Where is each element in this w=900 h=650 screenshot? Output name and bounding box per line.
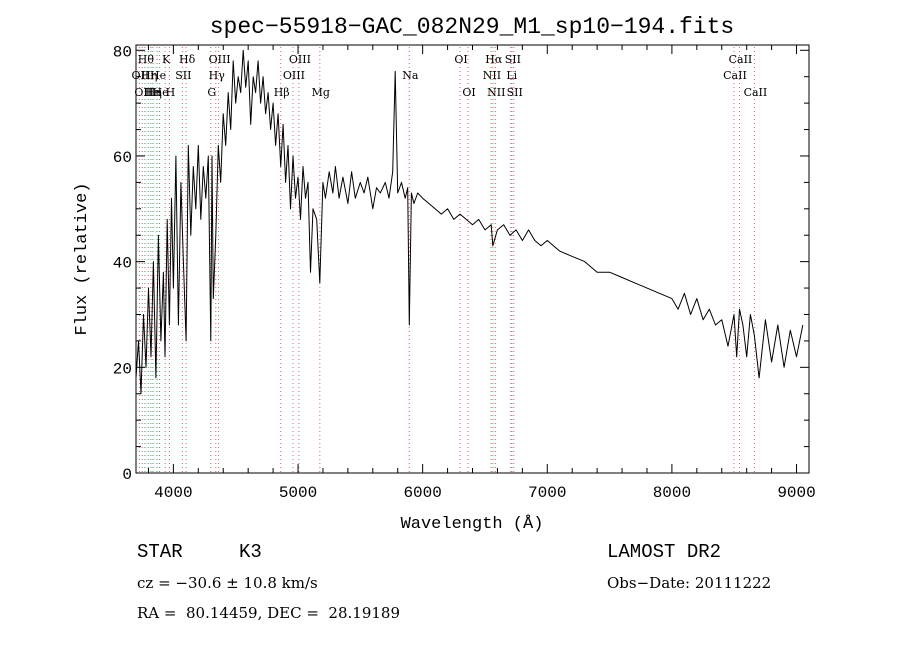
- line-marker-label: G: [207, 86, 216, 99]
- chart-title: spec−55918−GAC_082N29_M1_sp10−194.fits: [210, 14, 735, 40]
- y-axis: 0 20 40 60 80: [113, 43, 809, 484]
- line-marker-label: He: [153, 86, 169, 99]
- line-marker-label: SII: [175, 69, 191, 82]
- line-marker-label: OI: [462, 86, 475, 99]
- line-marker-label: SII: [507, 86, 523, 99]
- line-marker-label: Na: [402, 69, 419, 82]
- line-marker-label: Hη: [146, 86, 162, 99]
- line-marker-label: CaII: [729, 53, 753, 66]
- x-tick-label: 5000: [279, 484, 317, 502]
- y-tick-label: 0: [122, 466, 132, 484]
- line-marker-label: OI: [454, 53, 467, 66]
- line-marker-label: OII: [134, 86, 152, 99]
- line-marker-label: Hθ: [138, 53, 155, 66]
- line-markers: [138, 47, 755, 473]
- y-tick-label: 80: [113, 43, 132, 61]
- y-tick-label: 40: [113, 255, 132, 273]
- line-marker-label: Hδ: [179, 53, 196, 66]
- object-class: STAR: [137, 541, 183, 563]
- line-marker-label: NII: [487, 86, 505, 99]
- x-tick-label: 6000: [403, 484, 441, 502]
- spectral-subclass: K3: [239, 541, 262, 563]
- line-marker-label: Hη: [141, 69, 157, 82]
- line-marker-label: OIII: [209, 53, 231, 66]
- coordinates: RA = 80.14459, DEC = 28.19189: [137, 604, 401, 622]
- line-marker-label: OIII: [289, 53, 311, 66]
- spectrum-line-0: [135, 49, 804, 395]
- line-marker-label: H: [166, 86, 176, 99]
- line-marker-label: SII: [505, 53, 521, 66]
- line-marker-label: He: [150, 69, 166, 82]
- line-marker-label: Li: [506, 69, 517, 82]
- line-marker-label: Hγ: [209, 69, 226, 82]
- y-tick-label: 20: [113, 360, 132, 378]
- line-marker-label: Hα: [485, 53, 503, 66]
- x-tick-label: 7000: [528, 484, 566, 502]
- line-marker-label: OIII: [283, 69, 305, 82]
- line-marker-label: NII: [483, 69, 501, 82]
- plot-frame: [135, 44, 810, 474]
- x-tick-label: 8000: [653, 484, 691, 502]
- line-marker-labels: OIIOIIHθHηHeHηHeHeKHSIIHδGHγOIIIHβOIIIOI…: [132, 53, 768, 99]
- y-axis-label: Flux (relative): [73, 182, 92, 335]
- line-marker-label: Mg: [312, 86, 330, 99]
- x-tick-label: 4000: [154, 484, 192, 502]
- survey-release: LAMOST DR2: [607, 541, 722, 563]
- line-marker-label: Hβ: [274, 86, 290, 99]
- spectrum-series: [135, 49, 804, 395]
- line-marker-label: CaII: [744, 86, 768, 99]
- line-marker-label: OII: [132, 69, 150, 82]
- x-axis: 4000 5000 6000 7000 8000 9000: [147, 45, 816, 502]
- line-marker-label: CaII: [723, 69, 747, 82]
- line-marker-label: K: [162, 53, 171, 66]
- line-marker-label: He: [144, 86, 160, 99]
- radial-velocity: cz = −30.6 ± 10.8 km/s: [137, 574, 318, 592]
- x-axis-label: Wavelength (Å): [401, 515, 544, 534]
- observation-date: Obs−Date: 20111222: [607, 574, 772, 592]
- x-tick-label: 9000: [777, 484, 815, 502]
- y-tick-label: 60: [113, 149, 132, 167]
